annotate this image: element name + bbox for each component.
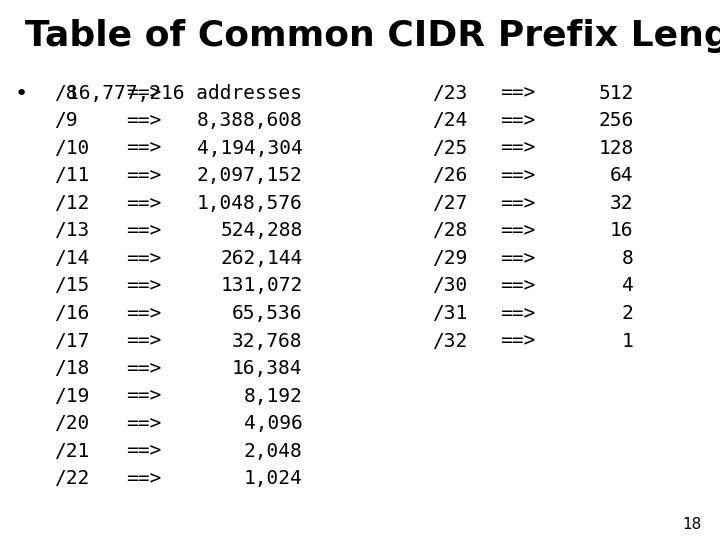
Text: 1,024: 1,024 (243, 469, 302, 488)
Text: ==>: ==> (126, 332, 161, 350)
Text: /28: /28 (432, 221, 467, 240)
Text: /12: /12 (54, 194, 89, 213)
Text: ==>: ==> (500, 194, 536, 213)
Text: 1,048,576: 1,048,576 (197, 194, 302, 213)
Text: ==>: ==> (500, 111, 536, 130)
Text: /29: /29 (432, 249, 467, 268)
Text: 4,096: 4,096 (243, 414, 302, 433)
Text: 2,097,152: 2,097,152 (197, 166, 302, 185)
Text: /32: /32 (432, 332, 467, 350)
Text: 2: 2 (622, 304, 634, 323)
Text: ==>: ==> (126, 111, 161, 130)
Text: /9: /9 (54, 111, 78, 130)
Text: /13: /13 (54, 221, 89, 240)
Text: 524,288: 524,288 (220, 221, 302, 240)
Text: /15: /15 (54, 276, 89, 295)
Text: ==>: ==> (126, 469, 161, 488)
Text: /16: /16 (54, 304, 89, 323)
Text: /19: /19 (54, 387, 89, 406)
Text: 16: 16 (610, 221, 634, 240)
Text: 128: 128 (598, 139, 634, 158)
Text: ==>: ==> (126, 194, 161, 213)
Text: 256: 256 (598, 111, 634, 130)
Text: ==>: ==> (126, 276, 161, 295)
Text: ==>: ==> (126, 139, 161, 158)
Text: 512: 512 (598, 84, 634, 103)
Text: ==>: ==> (126, 84, 161, 103)
Text: ==>: ==> (126, 249, 161, 268)
Text: /22: /22 (54, 469, 89, 488)
Text: /23: /23 (432, 84, 467, 103)
Text: 64: 64 (610, 166, 634, 185)
Text: 65,536: 65,536 (232, 304, 302, 323)
Text: ==>: ==> (500, 304, 536, 323)
Text: /27: /27 (432, 194, 467, 213)
Text: 1: 1 (622, 332, 634, 350)
Text: ==>: ==> (500, 221, 536, 240)
Text: ==>: ==> (126, 359, 161, 378)
Text: 16,384: 16,384 (232, 359, 302, 378)
Text: 8: 8 (622, 249, 634, 268)
Text: /11: /11 (54, 166, 89, 185)
Text: 32: 32 (610, 194, 634, 213)
Text: 4: 4 (622, 276, 634, 295)
Text: ==>: ==> (500, 139, 536, 158)
Text: 2,048: 2,048 (243, 442, 302, 461)
Text: ==>: ==> (126, 304, 161, 323)
Text: /26: /26 (432, 166, 467, 185)
Text: ==>: ==> (126, 166, 161, 185)
Text: /8: /8 (54, 84, 78, 103)
Text: /31: /31 (432, 304, 467, 323)
Text: /25: /25 (432, 139, 467, 158)
Text: 131,072: 131,072 (220, 276, 302, 295)
Text: /10: /10 (54, 139, 89, 158)
Text: /18: /18 (54, 359, 89, 378)
Text: ==>: ==> (126, 414, 161, 433)
Text: ==>: ==> (500, 332, 536, 350)
Text: ==>: ==> (500, 276, 536, 295)
Text: 4,194,304: 4,194,304 (197, 139, 302, 158)
Text: ==>: ==> (500, 166, 536, 185)
Text: /17: /17 (54, 332, 89, 350)
Text: 8,192: 8,192 (243, 387, 302, 406)
Text: /24: /24 (432, 111, 467, 130)
Text: ==>: ==> (500, 84, 536, 103)
Text: 262,144: 262,144 (220, 249, 302, 268)
Text: ==>: ==> (126, 387, 161, 406)
Text: ==>: ==> (500, 249, 536, 268)
Text: /14: /14 (54, 249, 89, 268)
Text: •: • (14, 84, 27, 104)
Text: Table of Common CIDR Prefix Lengths: Table of Common CIDR Prefix Lengths (25, 19, 720, 53)
Text: 32,768: 32,768 (232, 332, 302, 350)
Text: /30: /30 (432, 276, 467, 295)
Text: /20: /20 (54, 414, 89, 433)
Text: /21: /21 (54, 442, 89, 461)
Text: ==>: ==> (126, 221, 161, 240)
Text: 16,777,216 addresses: 16,777,216 addresses (68, 84, 302, 103)
Text: ==>: ==> (126, 442, 161, 461)
Text: 18: 18 (683, 517, 702, 532)
Text: 8,388,608: 8,388,608 (197, 111, 302, 130)
